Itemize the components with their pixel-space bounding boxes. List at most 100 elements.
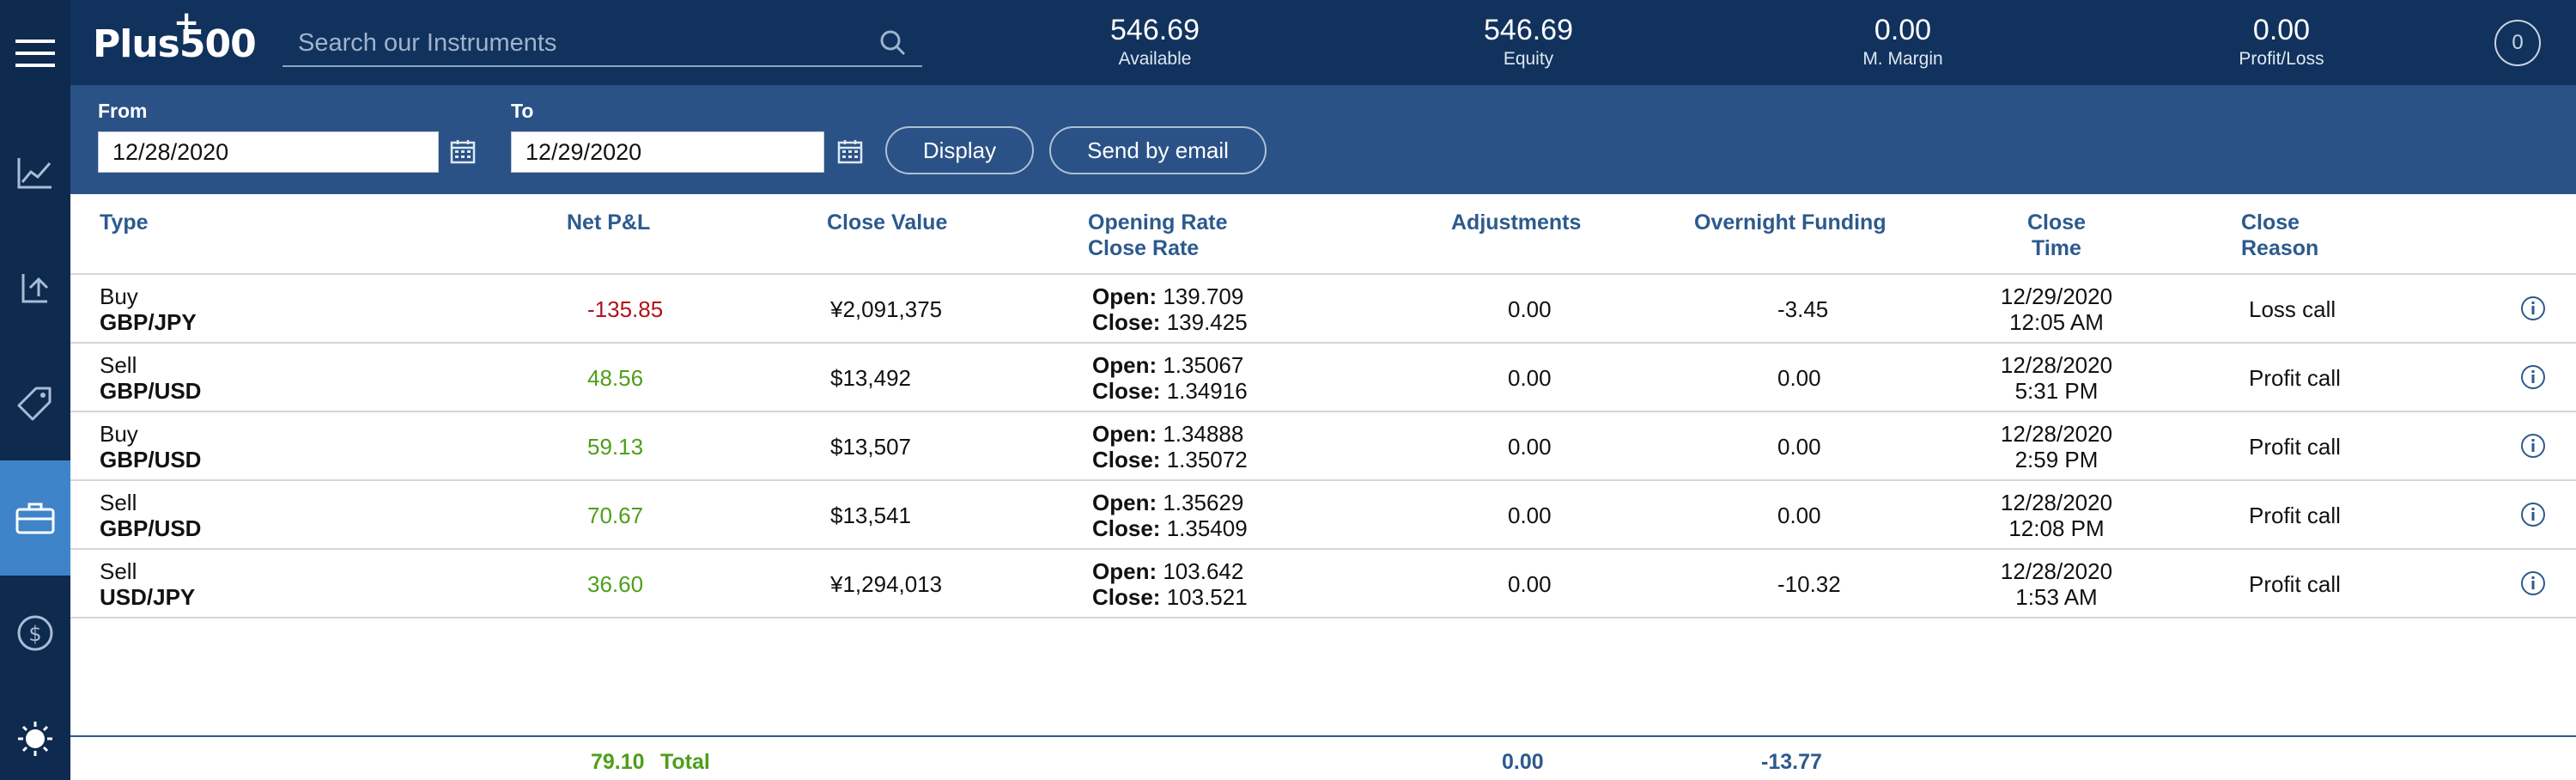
sidebar-item-charts[interactable] [0, 115, 70, 230]
col-rates[interactable]: Opening Rate Close Rate [1088, 210, 1228, 261]
sidebar-item-offers[interactable] [0, 345, 70, 460]
col-adjustments[interactable]: Adjustments [1451, 210, 1582, 235]
close-label: Close: [1092, 378, 1161, 404]
stat-value: 546.69 [1110, 14, 1200, 46]
closing-rate: Close: 1.34916 [1092, 378, 1248, 404]
close-reason: Loss call [2249, 296, 2336, 322]
adjustments-value: 0.00 [1508, 503, 1552, 528]
stat-margin: 0.00 M. Margin [1800, 12, 2006, 70]
close-date: 12/28/2020 [2000, 558, 2113, 584]
trade-side: Sell [100, 558, 137, 584]
instrument-name: GBP/USD [100, 378, 202, 404]
from-calendar-icon[interactable] [450, 138, 476, 168]
close-label: Close: [1092, 447, 1161, 472]
price-tag-icon [17, 385, 53, 421]
close-time: 12:05 AM [2009, 309, 2104, 335]
stat-label: Profit/Loss [2239, 49, 2324, 69]
send-by-email-button[interactable]: Send by email [1049, 126, 1267, 174]
search-icon[interactable] [879, 29, 907, 61]
trade-side: Buy [100, 421, 138, 447]
stat-available: 546.69 Available [1052, 12, 1258, 70]
info-icon[interactable] [2520, 502, 2546, 532]
close-value: $13,507 [830, 434, 911, 460]
briefcase-icon [15, 502, 55, 534]
table-row[interactable]: Buy GBP/JPY -135.85 ¥2,091,375 Open: 139… [70, 275, 2576, 344]
instrument-name: USD/JPY [100, 584, 196, 610]
col-net-pl[interactable]: Net P&L [567, 210, 651, 235]
close-rate-value: 1.34916 [1166, 378, 1248, 404]
close-label: Close: [1092, 309, 1161, 335]
info-icon[interactable] [2520, 296, 2546, 326]
close-date: 12/28/2020 [2000, 490, 2113, 515]
net-pl-value: -135.85 [587, 296, 664, 322]
trade-side: Sell [100, 490, 137, 515]
col-type[interactable]: Type [100, 210, 149, 235]
close-label: Close: [1092, 584, 1161, 610]
filter-bar [70, 85, 2576, 194]
net-pl-value: 59.13 [587, 434, 644, 460]
close-value: ¥1,294,013 [830, 571, 943, 597]
stat-label: Equity [1503, 49, 1554, 69]
stat-value: 0.00 [1874, 14, 1932, 46]
open-rate-value: 1.35067 [1163, 352, 1244, 378]
adjustments-value: 0.00 [1508, 365, 1552, 391]
info-icon[interactable] [2520, 364, 2546, 394]
open-rate-value: 139.709 [1163, 283, 1244, 309]
adjustments-value: 0.00 [1508, 434, 1552, 460]
totals-divider [70, 735, 2576, 737]
logo-cross-icon: + [173, 5, 199, 40]
sidebar-item-trade[interactable] [0, 230, 70, 345]
to-calendar-icon[interactable] [837, 138, 863, 168]
close-date: 12/28/2020 [2000, 352, 2113, 378]
total-adjustments: 0.00 [1502, 750, 1544, 774]
opening-rate: Open: 139.709 [1092, 283, 1243, 309]
display-button[interactable]: Display [885, 126, 1034, 174]
col-time-line-2: Time [2032, 236, 2081, 260]
from-date-input[interactable] [98, 131, 439, 173]
col-time-line-1: Close [2026, 210, 2087, 235]
close-value: $13,492 [830, 365, 911, 391]
close-time: 2:59 PM [2014, 447, 2099, 472]
col-overnight-funding[interactable]: Overnight Funding [1694, 210, 1886, 235]
close-rate-value: 1.35072 [1166, 447, 1248, 472]
plus500-logo[interactable]: Plus500 + [93, 5, 257, 66]
net-pl-value: 48.56 [587, 365, 644, 391]
close-date: 12/29/2020 [2000, 283, 2113, 309]
close-reason: Profit call [2249, 434, 2341, 460]
sidebar: $ [0, 0, 70, 780]
info-icon[interactable] [2520, 570, 2546, 600]
table-row[interactable]: Sell GBP/USD 48.56 $13,492 Open: 1.35067… [70, 344, 2576, 412]
stat-profit-loss: 0.00 Profit/Loss [2178, 12, 2385, 70]
to-date-input[interactable] [511, 131, 824, 173]
table-row[interactable]: Buy GBP/USD 59.13 $13,507 Open: 1.34888 … [70, 412, 2576, 481]
open-rate-value: 1.34888 [1163, 421, 1244, 447]
open-label: Open: [1092, 490, 1157, 515]
table-row[interactable]: Sell GBP/USD 70.67 $13,541 Open: 1.35629… [70, 481, 2576, 550]
overnight-funding-value: 0.00 [1777, 434, 1821, 460]
close-value: $13,541 [830, 503, 911, 528]
menu-button[interactable] [0, 0, 70, 106]
sidebar-item-funds[interactable]: $ [0, 576, 70, 691]
close-rate-value: 139.425 [1166, 309, 1248, 335]
col-rate-line-1: Opening Rate [1088, 210, 1228, 235]
search-input[interactable] [283, 22, 866, 64]
sidebar-item-portfolio[interactable] [0, 460, 70, 576]
close-reason: Profit call [2249, 365, 2341, 391]
col-close-reason[interactable]: Close Reason [2241, 210, 2318, 261]
open-rate-value: 1.35629 [1163, 490, 1244, 515]
col-close-value[interactable]: Close Value [827, 210, 948, 235]
table-header: Type Net P&L Close Value Opening Rate Cl… [70, 194, 2576, 275]
open-label: Open: [1092, 283, 1157, 309]
col-close-time[interactable]: Close Time [2005, 210, 2108, 261]
table-row[interactable]: Sell USD/JPY 36.60 ¥1,294,013 Open: 103.… [70, 550, 2576, 619]
col-reason-line-2: Reason [2241, 236, 2319, 260]
col-reason-line-1: Close [2241, 210, 2300, 235]
instrument-name: GBP/JPY [100, 309, 197, 335]
notifications-badge[interactable]: 0 [2494, 20, 2541, 66]
info-icon[interactable] [2520, 433, 2546, 463]
stat-equity: 546.69 Equity [1425, 12, 1631, 70]
close-time: 12:08 PM [2008, 515, 2105, 541]
overnight-funding-value: 0.00 [1777, 503, 1821, 528]
net-pl-value: 36.60 [587, 571, 644, 597]
sidebar-item-theme[interactable] [0, 698, 70, 780]
